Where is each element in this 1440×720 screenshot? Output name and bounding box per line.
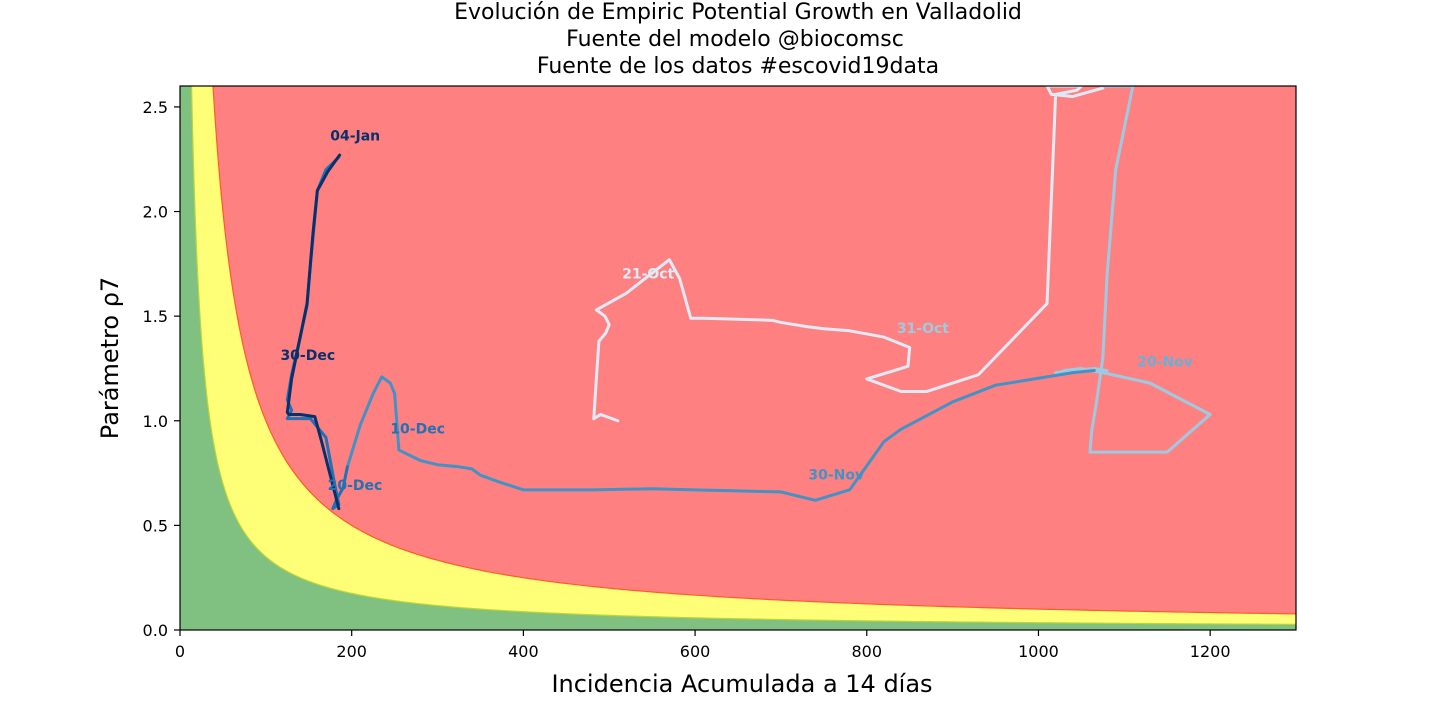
x-tick-label: 0 [175,642,185,661]
y-tick-label: 1.0 [143,412,168,431]
x-axis-ticks: 0 200 400 600 800 1000 1200 [175,630,1231,661]
y-tick-label: 0.5 [143,516,168,535]
x-tick-label: 800 [851,642,882,661]
date-label-7: 30-Dec [280,348,335,364]
zone-edge-green-yellow [190,86,1296,625]
x-tick-label: 600 [680,642,711,661]
date-label-1: 21-Oct [622,266,674,282]
y-tick-label: 2.0 [143,203,168,222]
series-line-1 [592,86,1105,423]
y-axis-ticks: 0.0 0.5 1.0 1.5 2.0 2.5 [143,98,180,640]
plot-frame [179,85,1297,631]
y-axis-label: Parámetro ρ7 [96,277,124,439]
date-label-8: 04-Jan [330,128,380,144]
y-tick-label: 2.5 [143,98,168,117]
date-label-6: 20-Dec [328,478,383,494]
x-tick-label: 1200 [1190,642,1231,661]
x-axis-label: Incidencia Acumulada a 14 días [551,670,932,698]
annotation-layer: 21-Oct 31-Oct 20-Nov 30-Nov 10-Dec 20-Dec 30-D… [280,128,1193,493]
date-label-3: 20-Nov [1137,354,1193,370]
date-label-5: 10-Dec [390,421,445,437]
series-line-2 [1054,86,1212,454]
chart-title-line-1: Evolución de Empiric Potential Growth en… [454,0,1022,25]
y-tick-label: 0.0 [143,621,168,640]
date-label-4: 30-Nov [808,467,864,483]
chart-title-line-2: Fuente del modelo @biocomsc [566,27,904,52]
series-layer [285,86,1212,511]
series-line-3 [345,369,1096,502]
zone-green [180,86,1296,630]
zones-layer [180,86,1296,630]
x-tick-label: 1000 [1018,642,1059,661]
x-tick-label: 400 [508,642,539,661]
y-tick-label: 1.5 [143,307,168,326]
series-line-5 [285,153,342,511]
date-label-2: 31-Oct [897,321,949,337]
x-tick-label: 200 [336,642,367,661]
zone-edge-yellow-red [212,86,1296,615]
chart-title-line-3: Fuente de los datos #escovid19data [537,54,939,79]
